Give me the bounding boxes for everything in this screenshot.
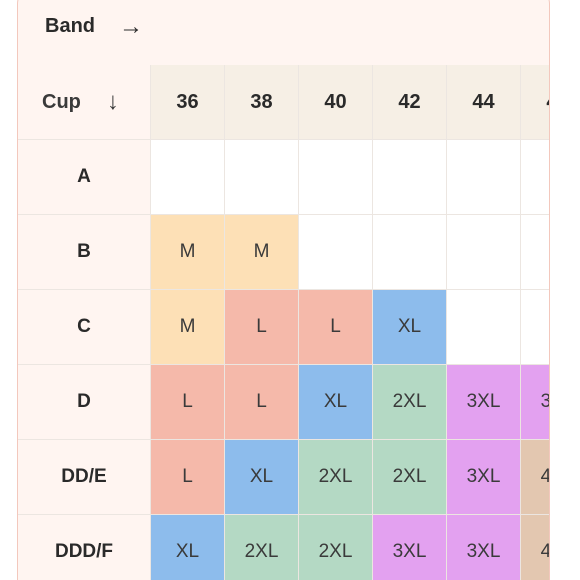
size-cell bbox=[299, 215, 373, 290]
size-cell: 3XL bbox=[447, 440, 521, 515]
size-cell bbox=[225, 140, 299, 215]
size-cell: 2XL bbox=[225, 515, 299, 580]
cup-row-header: D bbox=[18, 365, 151, 440]
band-column-header: 44 bbox=[447, 65, 521, 140]
cup-row-header: DD/E bbox=[18, 440, 151, 515]
size-cell bbox=[447, 290, 521, 365]
size-cell bbox=[447, 140, 521, 215]
size-cell: L bbox=[151, 365, 225, 440]
size-cell: 2XL bbox=[373, 440, 447, 515]
arrow-down-icon: ↓ bbox=[106, 88, 119, 115]
size-cell: M bbox=[151, 290, 225, 365]
size-cell: M bbox=[151, 215, 225, 290]
band-column-header: 36 bbox=[151, 65, 225, 140]
size-cell: 2XL bbox=[299, 440, 373, 515]
band-column-header: 40 bbox=[299, 65, 373, 140]
arrow-right-icon: → bbox=[119, 12, 143, 40]
size-cell bbox=[373, 215, 447, 290]
cup-row-header: C bbox=[18, 290, 151, 365]
cup-label: Cup bbox=[42, 90, 81, 113]
size-cell: 3XL bbox=[447, 515, 521, 580]
size-cell: 2XL bbox=[373, 365, 447, 440]
size-cell bbox=[447, 215, 521, 290]
band-column-header: 46 bbox=[521, 65, 549, 140]
size-cell: XL bbox=[225, 440, 299, 515]
size-grid: Cup↓363840424446ABMMCMLLXLDLLXL2XL3XL3XL… bbox=[18, 65, 549, 580]
size-cell: L bbox=[225, 290, 299, 365]
size-cell: M bbox=[225, 215, 299, 290]
size-cell: XL bbox=[299, 365, 373, 440]
size-cell: 2XL bbox=[299, 515, 373, 580]
size-cell: 3XL bbox=[521, 365, 549, 440]
size-cell bbox=[521, 140, 549, 215]
size-cell: 3XL bbox=[373, 515, 447, 580]
size-cell bbox=[521, 290, 549, 365]
band-label: Band bbox=[45, 15, 95, 37]
size-cell: 3XL bbox=[447, 365, 521, 440]
size-cell: 4XL bbox=[521, 515, 549, 580]
size-cell: L bbox=[151, 440, 225, 515]
size-cell bbox=[151, 140, 225, 215]
band-column-header: 42 bbox=[373, 65, 447, 140]
size-cell: L bbox=[299, 290, 373, 365]
band-header: Band → bbox=[18, 1, 549, 52]
size-cell: L bbox=[225, 365, 299, 440]
size-cell: XL bbox=[373, 290, 447, 365]
band-column-header: 38 bbox=[225, 65, 299, 140]
cup-row-header: DDD/F bbox=[18, 515, 151, 580]
size-cell bbox=[373, 140, 447, 215]
cup-row-header: A bbox=[18, 140, 151, 215]
size-cell: XL bbox=[151, 515, 225, 580]
cup-row-header: B bbox=[18, 215, 151, 290]
size-cell bbox=[521, 215, 549, 290]
size-cell: 4XL bbox=[521, 440, 549, 515]
scroll-edge bbox=[552, 78, 580, 580]
cup-header: Cup ↓ bbox=[18, 65, 151, 140]
size-cell bbox=[299, 140, 373, 215]
size-chart-card: Band → Cup↓363840424446ABMMCMLLXLDLLXL2X… bbox=[17, 0, 550, 580]
